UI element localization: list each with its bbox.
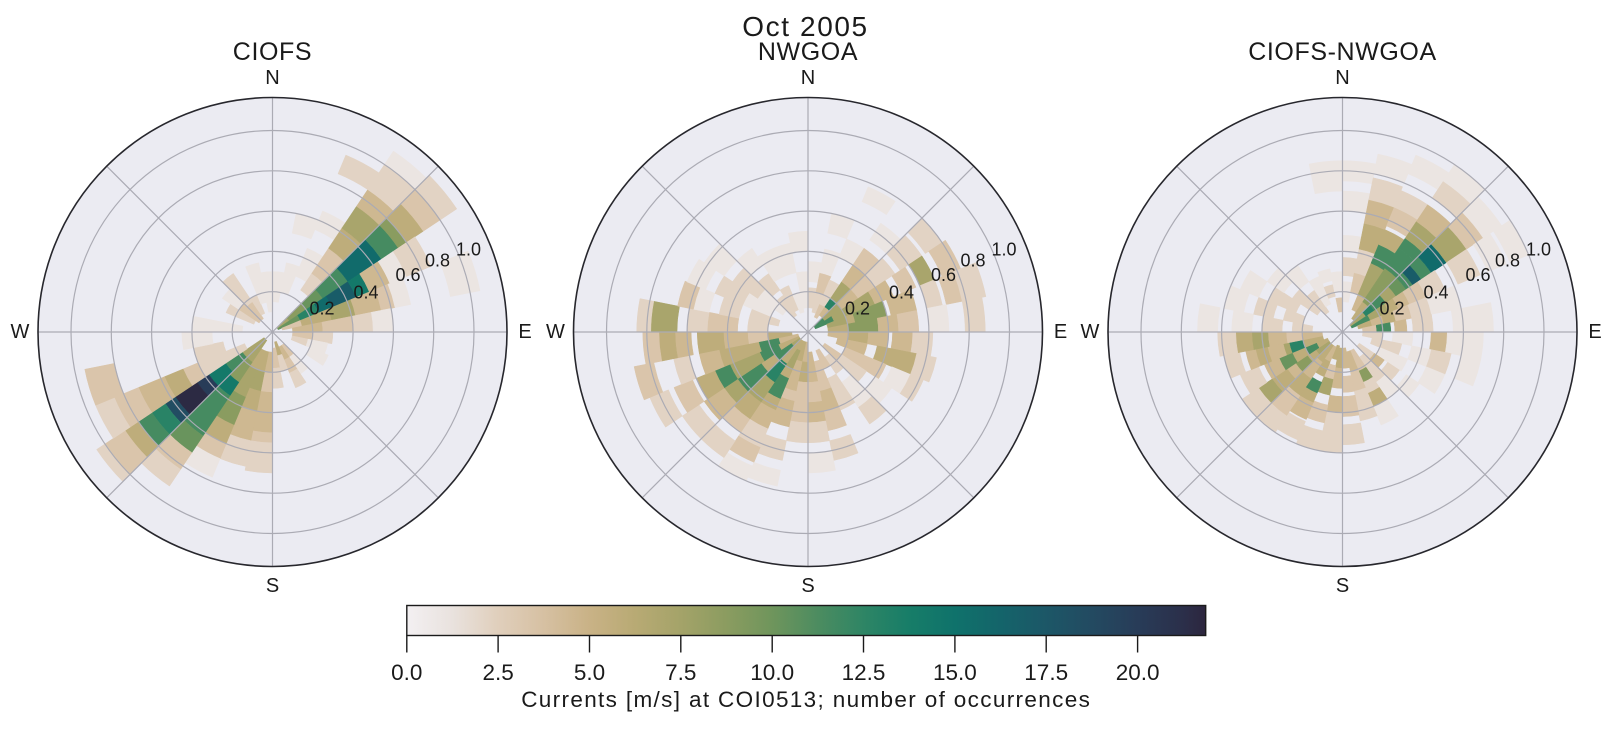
- svg-text:1.0: 1.0: [991, 239, 1016, 259]
- svg-text:0.0: 0.0: [391, 660, 422, 685]
- svg-text:S: S: [266, 575, 279, 597]
- svg-text:N: N: [265, 67, 279, 89]
- svg-text:S: S: [801, 575, 814, 597]
- svg-text:0.6: 0.6: [1465, 265, 1490, 285]
- svg-text:0.6: 0.6: [395, 265, 420, 285]
- svg-text:2.5: 2.5: [482, 660, 513, 685]
- svg-text:17.5: 17.5: [1024, 660, 1068, 685]
- svg-text:0.8: 0.8: [1495, 250, 1520, 270]
- svg-text:N: N: [801, 67, 815, 89]
- svg-text:12.5: 12.5: [842, 660, 886, 685]
- svg-text:0.8: 0.8: [425, 250, 450, 270]
- svg-text:W: W: [546, 321, 565, 343]
- svg-text:N: N: [1335, 67, 1349, 89]
- svg-text:0.6: 0.6: [931, 265, 956, 285]
- svg-text:7.5: 7.5: [665, 660, 696, 685]
- svg-text:0.4: 0.4: [1423, 282, 1448, 302]
- svg-text:0.4: 0.4: [889, 282, 914, 302]
- svg-text:E: E: [1588, 321, 1601, 343]
- svg-text:1.0: 1.0: [456, 239, 481, 259]
- svg-text:Currents [m/s] at COI0513; num: Currents [m/s] at COI0513; number of occ…: [521, 687, 1091, 712]
- svg-text:0.2: 0.2: [309, 298, 334, 318]
- svg-text:W: W: [1081, 321, 1100, 343]
- svg-text:0.2: 0.2: [1379, 298, 1404, 318]
- svg-text:1.0: 1.0: [1526, 239, 1551, 259]
- svg-text:0.4: 0.4: [353, 282, 378, 302]
- svg-text:W: W: [11, 321, 30, 343]
- svg-text:0.8: 0.8: [960, 250, 985, 270]
- svg-text:5.0: 5.0: [574, 660, 605, 685]
- svg-text:0.2: 0.2: [845, 298, 870, 318]
- svg-text:Oct 2005: Oct 2005: [742, 11, 868, 42]
- svg-text:E: E: [1054, 321, 1067, 343]
- svg-text:E: E: [518, 321, 531, 343]
- svg-text:10.0: 10.0: [750, 660, 794, 685]
- svg-text:15.0: 15.0: [933, 660, 977, 685]
- svg-text:CIOFS-NWGOA: CIOFS-NWGOA: [1248, 38, 1437, 66]
- svg-text:NWGOA: NWGOA: [758, 38, 858, 66]
- svg-text:20.0: 20.0: [1116, 660, 1160, 685]
- svg-text:CIOFS: CIOFS: [233, 38, 312, 66]
- svg-text:S: S: [1336, 575, 1349, 597]
